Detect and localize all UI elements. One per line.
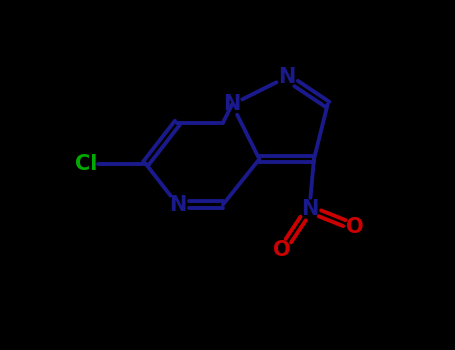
Text: N: N [301,199,318,219]
Text: Cl: Cl [75,154,98,174]
Text: N: N [169,195,186,215]
Text: N: N [223,94,241,114]
Text: O: O [346,217,364,237]
Text: O: O [273,240,291,260]
Text: N: N [278,67,295,87]
